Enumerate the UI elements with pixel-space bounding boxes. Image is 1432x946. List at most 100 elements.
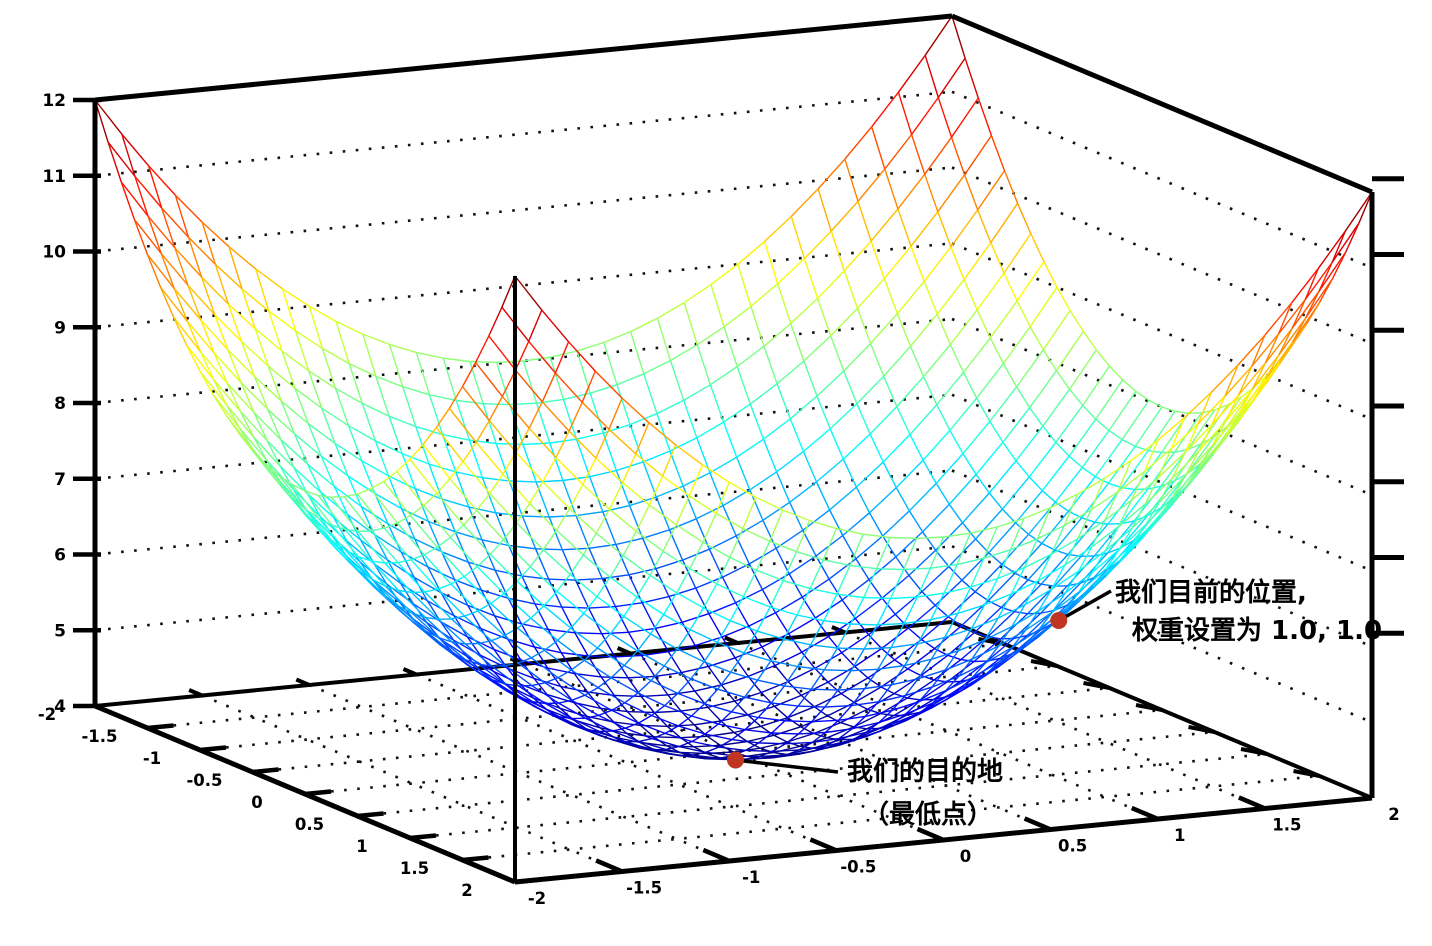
mesh-segment: [855, 558, 870, 580]
mesh-segment: [387, 523, 402, 553]
mesh-segment: [595, 508, 611, 534]
mesh-segment: [876, 537, 891, 569]
mesh-segment: [758, 732, 773, 744]
mesh-segment: [801, 635, 829, 653]
mesh-segment: [709, 472, 724, 506]
mesh-segment: [1158, 478, 1173, 504]
mesh-segment: [961, 625, 975, 634]
mesh-segment: [492, 679, 506, 685]
mesh-segment: [345, 549, 359, 558]
mesh-segment: [757, 660, 772, 681]
mesh-segment: [334, 388, 350, 426]
mesh-segment: [743, 652, 772, 662]
mesh-segment: [1023, 506, 1051, 520]
mesh-segment: [761, 589, 777, 614]
mesh-segment: [825, 737, 840, 747]
mesh-segment: [308, 370, 323, 409]
mesh-segment: [188, 236, 216, 265]
mesh-segment: [869, 487, 897, 514]
mesh-segment: [905, 701, 920, 715]
mesh-segment: [1024, 610, 1040, 631]
mesh-segment: [1105, 543, 1134, 570]
mesh-segment: [760, 725, 775, 736]
mesh-segment: [1104, 499, 1132, 522]
mesh-segment: [133, 219, 162, 254]
mesh-segment: [239, 411, 255, 438]
mesh-segment: [762, 520, 777, 549]
mesh-segment: [465, 659, 493, 681]
mesh-segment: [628, 627, 656, 633]
mesh-segment: [696, 421, 724, 439]
mesh-segment: [414, 488, 430, 522]
mesh-segment: [891, 678, 919, 686]
top-edge-right: [951, 13, 1373, 195]
mesh-segment: [976, 363, 1004, 399]
mesh-segment: [749, 383, 778, 405]
mesh-segment: [782, 551, 798, 581]
y-tick-label: -2: [38, 705, 56, 724]
mesh-segment: [238, 433, 254, 451]
mesh-segment: [575, 515, 590, 549]
mesh-segment: [838, 715, 866, 721]
x-tick: [1023, 816, 1052, 832]
mesh-segment: [897, 173, 926, 210]
mesh-segment: [985, 646, 1013, 664]
mesh-segment: [657, 301, 685, 319]
mesh-segment: [910, 134, 926, 175]
mesh-segment: [782, 509, 810, 522]
mesh-segment: [1065, 585, 1094, 610]
tick-back-left: [295, 677, 311, 687]
mesh-segment: [541, 372, 557, 403]
mesh-segment: [611, 730, 640, 743]
mesh-segment: [481, 589, 509, 599]
mesh-segment: [1251, 334, 1266, 367]
mesh-segment: [907, 627, 922, 641]
mesh-segment: [811, 706, 826, 723]
mesh-segment: [558, 702, 586, 719]
mesh-segment: [774, 665, 789, 683]
mesh-segment: [643, 373, 658, 414]
mesh-segment: [1118, 527, 1133, 551]
mesh-segment: [650, 665, 665, 682]
mesh-segment: [734, 646, 763, 659]
mesh-segment: [358, 569, 387, 598]
mesh-segment: [254, 376, 282, 402]
mesh-segment: [569, 573, 598, 598]
mesh-segment: [1037, 564, 1066, 582]
mesh-segment: [454, 531, 469, 563]
mesh-segment: [628, 574, 643, 604]
mesh-segment: [817, 158, 846, 190]
mesh-segment: [1118, 533, 1147, 562]
mesh-segment: [265, 463, 293, 499]
mesh-segment: [212, 394, 241, 430]
mesh-segment: [1188, 412, 1202, 414]
mesh-segment: [871, 126, 886, 170]
mesh-segment: [543, 649, 572, 671]
mesh-segment: [321, 407, 336, 444]
tick-back-right: [1188, 725, 1215, 734]
mesh-segment: [411, 591, 439, 620]
mesh-segment: [977, 97, 993, 136]
mesh-segment: [932, 689, 960, 704]
mesh-segment: [441, 498, 456, 533]
mesh-segment: [174, 247, 203, 278]
mesh-segment: [896, 406, 911, 435]
mesh-segment: [737, 264, 752, 307]
mesh-segment: [882, 510, 910, 537]
mesh-segment: [702, 583, 718, 609]
mesh-segment: [1024, 580, 1039, 606]
mesh-segment: [990, 202, 1019, 243]
mesh-segment: [973, 638, 1002, 663]
mesh-segment: [227, 349, 242, 383]
mesh-segment: [561, 606, 589, 609]
mesh-segment: [267, 409, 282, 440]
mesh-segment: [214, 263, 243, 290]
mesh-segment: [677, 692, 705, 705]
mesh-segment: [488, 396, 504, 421]
mesh-segment: [916, 536, 944, 540]
mesh-segment: [614, 654, 642, 658]
mesh-segment: [529, 549, 544, 568]
mesh-segment: [789, 395, 818, 420]
mesh-segment: [854, 665, 869, 679]
mesh-segment: [603, 330, 631, 344]
